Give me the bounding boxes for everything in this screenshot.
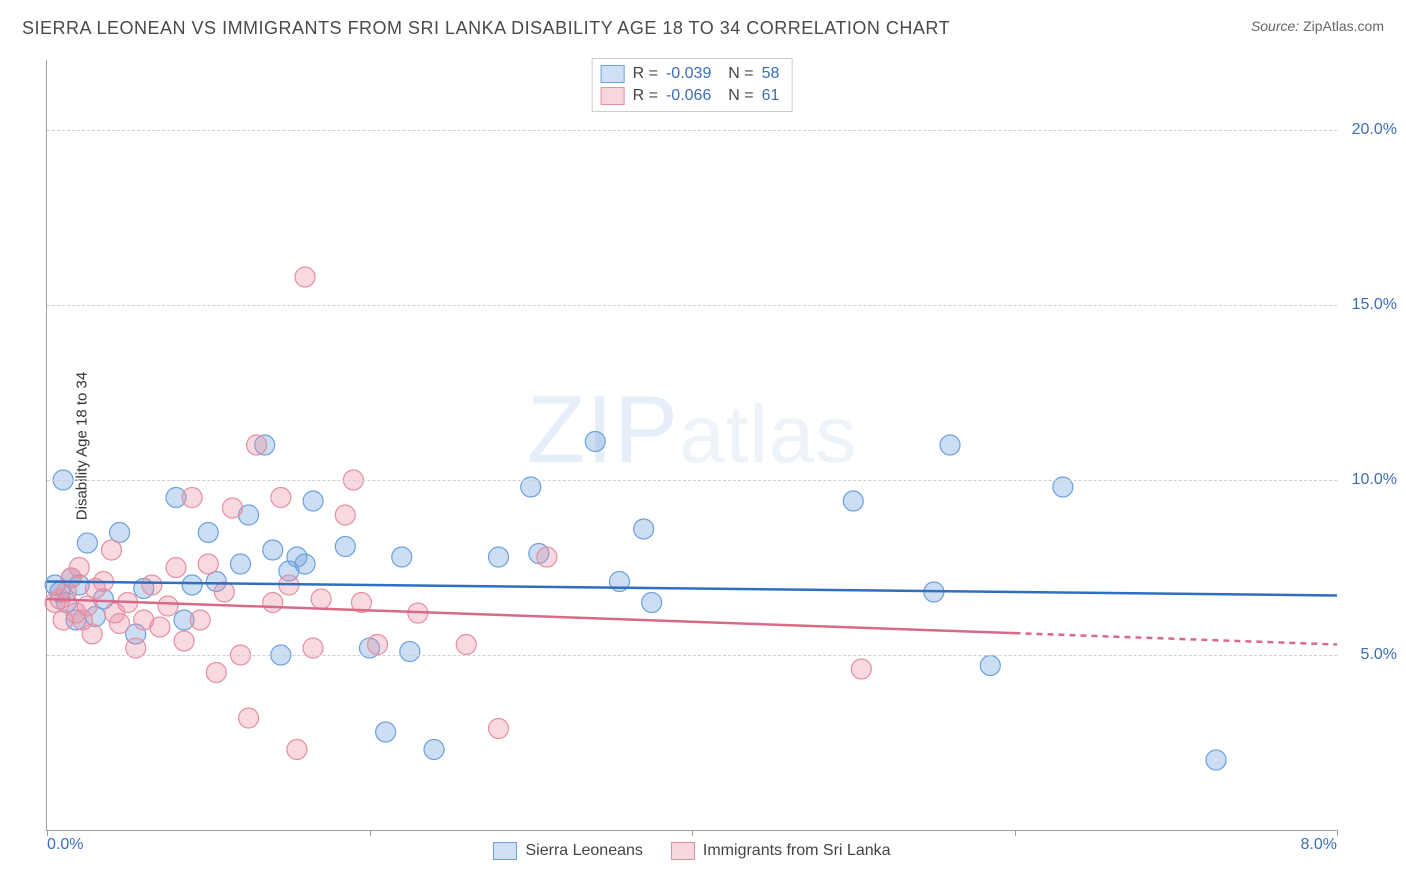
legend-item: Sierra Leoneans — [493, 842, 642, 860]
data-point — [456, 635, 476, 655]
legend-row: R = -0.066 N = 61 — [601, 85, 780, 107]
legend-label: Immigrants from Sri Lanka — [703, 842, 891, 860]
data-point — [295, 267, 315, 287]
data-point — [110, 614, 130, 634]
data-point — [335, 505, 355, 525]
data-point — [174, 631, 194, 651]
data-point — [190, 610, 210, 630]
y-tick-label: 15.0% — [1352, 296, 1397, 314]
data-point — [150, 617, 170, 637]
data-point — [1206, 750, 1226, 770]
data-point — [214, 582, 234, 602]
swatch-icon — [493, 842, 517, 860]
data-point — [166, 558, 186, 578]
gridline — [47, 480, 1337, 481]
data-point — [940, 435, 960, 455]
chart-title: SIERRA LEONEAN VS IMMIGRANTS FROM SRI LA… — [22, 18, 950, 38]
data-point — [82, 624, 102, 644]
data-point — [368, 635, 388, 655]
source-label: Source: — [1251, 18, 1299, 34]
legend-r-label: R = — [633, 63, 658, 85]
data-point — [295, 554, 315, 574]
source-value: ZipAtlas.com — [1303, 18, 1384, 34]
source-attribution: Source: ZipAtlas.com — [1251, 18, 1384, 34]
data-point — [303, 491, 323, 511]
correlation-legend: R = -0.039 N = 58 R = -0.066 N = 61 — [592, 58, 793, 112]
y-tick-label: 20.0% — [1352, 121, 1397, 139]
data-point — [335, 537, 355, 557]
legend-item: Immigrants from Sri Lanka — [671, 842, 891, 860]
data-point — [851, 659, 871, 679]
x-tick-label: 0.0% — [47, 836, 83, 854]
gridline — [47, 305, 1337, 306]
data-point — [69, 558, 89, 578]
plot-area: ZIPatlas R = -0.039 N = 58 R = -0.066 N … — [46, 60, 1337, 831]
data-point — [206, 663, 226, 683]
legend-n-value: 58 — [762, 63, 780, 85]
trend-line — [47, 582, 1337, 596]
data-point — [102, 540, 122, 560]
trend-line-dashed — [1015, 633, 1338, 644]
x-tick-mark — [692, 830, 693, 836]
data-point — [424, 740, 444, 760]
data-point — [400, 642, 420, 662]
data-point — [263, 593, 283, 613]
y-tick-label: 10.0% — [1352, 471, 1397, 489]
data-point — [271, 488, 291, 508]
x-tick-mark — [370, 830, 371, 836]
data-point — [182, 488, 202, 508]
swatch-icon — [601, 65, 625, 83]
data-point — [642, 593, 662, 613]
series-legend: Sierra Leoneans Immigrants from Sri Lank… — [47, 842, 1337, 860]
swatch-icon — [601, 87, 625, 105]
legend-n-label: N = — [719, 63, 753, 85]
data-point — [239, 708, 259, 728]
data-point — [222, 498, 242, 518]
data-point — [489, 719, 509, 739]
swatch-icon — [671, 842, 695, 860]
data-point — [489, 547, 509, 567]
data-point — [77, 533, 97, 553]
data-point — [198, 523, 218, 543]
gridline — [47, 130, 1337, 131]
legend-n-label: N = — [719, 85, 753, 107]
data-point — [158, 596, 178, 616]
data-point — [142, 575, 162, 595]
legend-n-value: 61 — [762, 85, 780, 107]
data-point — [263, 540, 283, 560]
data-point — [585, 432, 605, 452]
legend-r-label: R = — [633, 85, 658, 107]
data-point — [287, 740, 307, 760]
data-point — [247, 435, 267, 455]
legend-row: R = -0.039 N = 58 — [601, 63, 780, 85]
data-point — [231, 554, 251, 574]
data-point — [537, 547, 557, 567]
data-point — [980, 656, 1000, 676]
x-tick-label: 8.0% — [1301, 836, 1337, 854]
gridline — [47, 655, 1337, 656]
data-point — [392, 547, 412, 567]
y-tick-label: 5.0% — [1361, 646, 1397, 664]
x-tick-mark — [1337, 830, 1338, 836]
data-point — [182, 575, 202, 595]
data-point — [376, 722, 396, 742]
data-point — [843, 491, 863, 511]
legend-r-value: -0.039 — [666, 63, 711, 85]
x-tick-mark — [1015, 830, 1016, 836]
data-point — [634, 519, 654, 539]
legend-label: Sierra Leoneans — [525, 842, 642, 860]
data-point — [198, 554, 218, 574]
scatter-svg — [47, 60, 1337, 830]
data-point — [311, 589, 331, 609]
legend-r-value: -0.066 — [666, 85, 711, 107]
